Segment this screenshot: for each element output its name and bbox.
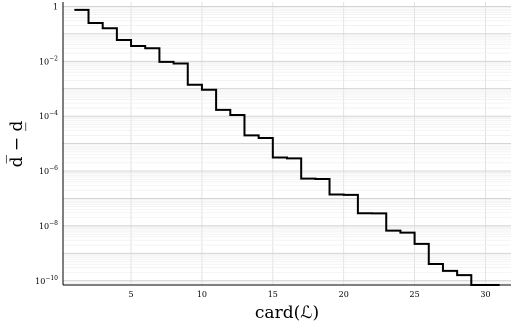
y-tick-exponent: −6 (49, 165, 58, 172)
axes-frame (62, 2, 511, 286)
x-tick-label: 20 (339, 290, 349, 299)
x-tick-label: 15 (268, 290, 278, 299)
y-tick-base: 10 (39, 112, 49, 121)
grid-lines (63, 2, 511, 285)
y-tick-label: 10−6 (39, 165, 58, 176)
y-tick-label: 10−10 (35, 275, 58, 286)
y-tick-labels: 110−210−410−610−810−10 (35, 2, 58, 285)
y-tick-label: 10−4 (39, 110, 58, 121)
y-tick-base: 10 (39, 57, 49, 66)
x-tick-label: 25 (410, 290, 420, 299)
y-tick-exponent: −10 (45, 275, 58, 282)
y-tick-base: 1 (53, 2, 58, 11)
x-tick-labels: 5 10 15 20 25 30 (129, 290, 491, 299)
y-tick-base: 10 (39, 167, 49, 176)
y-tick-base: 10 (35, 277, 45, 286)
x-tick-label: 10 (197, 290, 207, 299)
x-axis-label: card(ℒ) (255, 303, 319, 323)
y-tick-exponent: −8 (49, 220, 58, 227)
series-line (74, 8, 500, 286)
y-tick-exponent: −2 (49, 55, 58, 62)
series-layer (74, 8, 500, 286)
x-tick-label: 5 (129, 290, 134, 299)
y-axis-label: d̅ − d̲ (5, 120, 27, 167)
y-tick-label: 1 (53, 2, 58, 11)
y-tick-exponent: −4 (49, 110, 58, 117)
y-tick-label: 10−2 (39, 55, 58, 66)
y-tick-label: 10−8 (39, 220, 58, 231)
x-tick-label: 30 (480, 290, 490, 299)
y-tick-base: 10 (39, 222, 49, 231)
